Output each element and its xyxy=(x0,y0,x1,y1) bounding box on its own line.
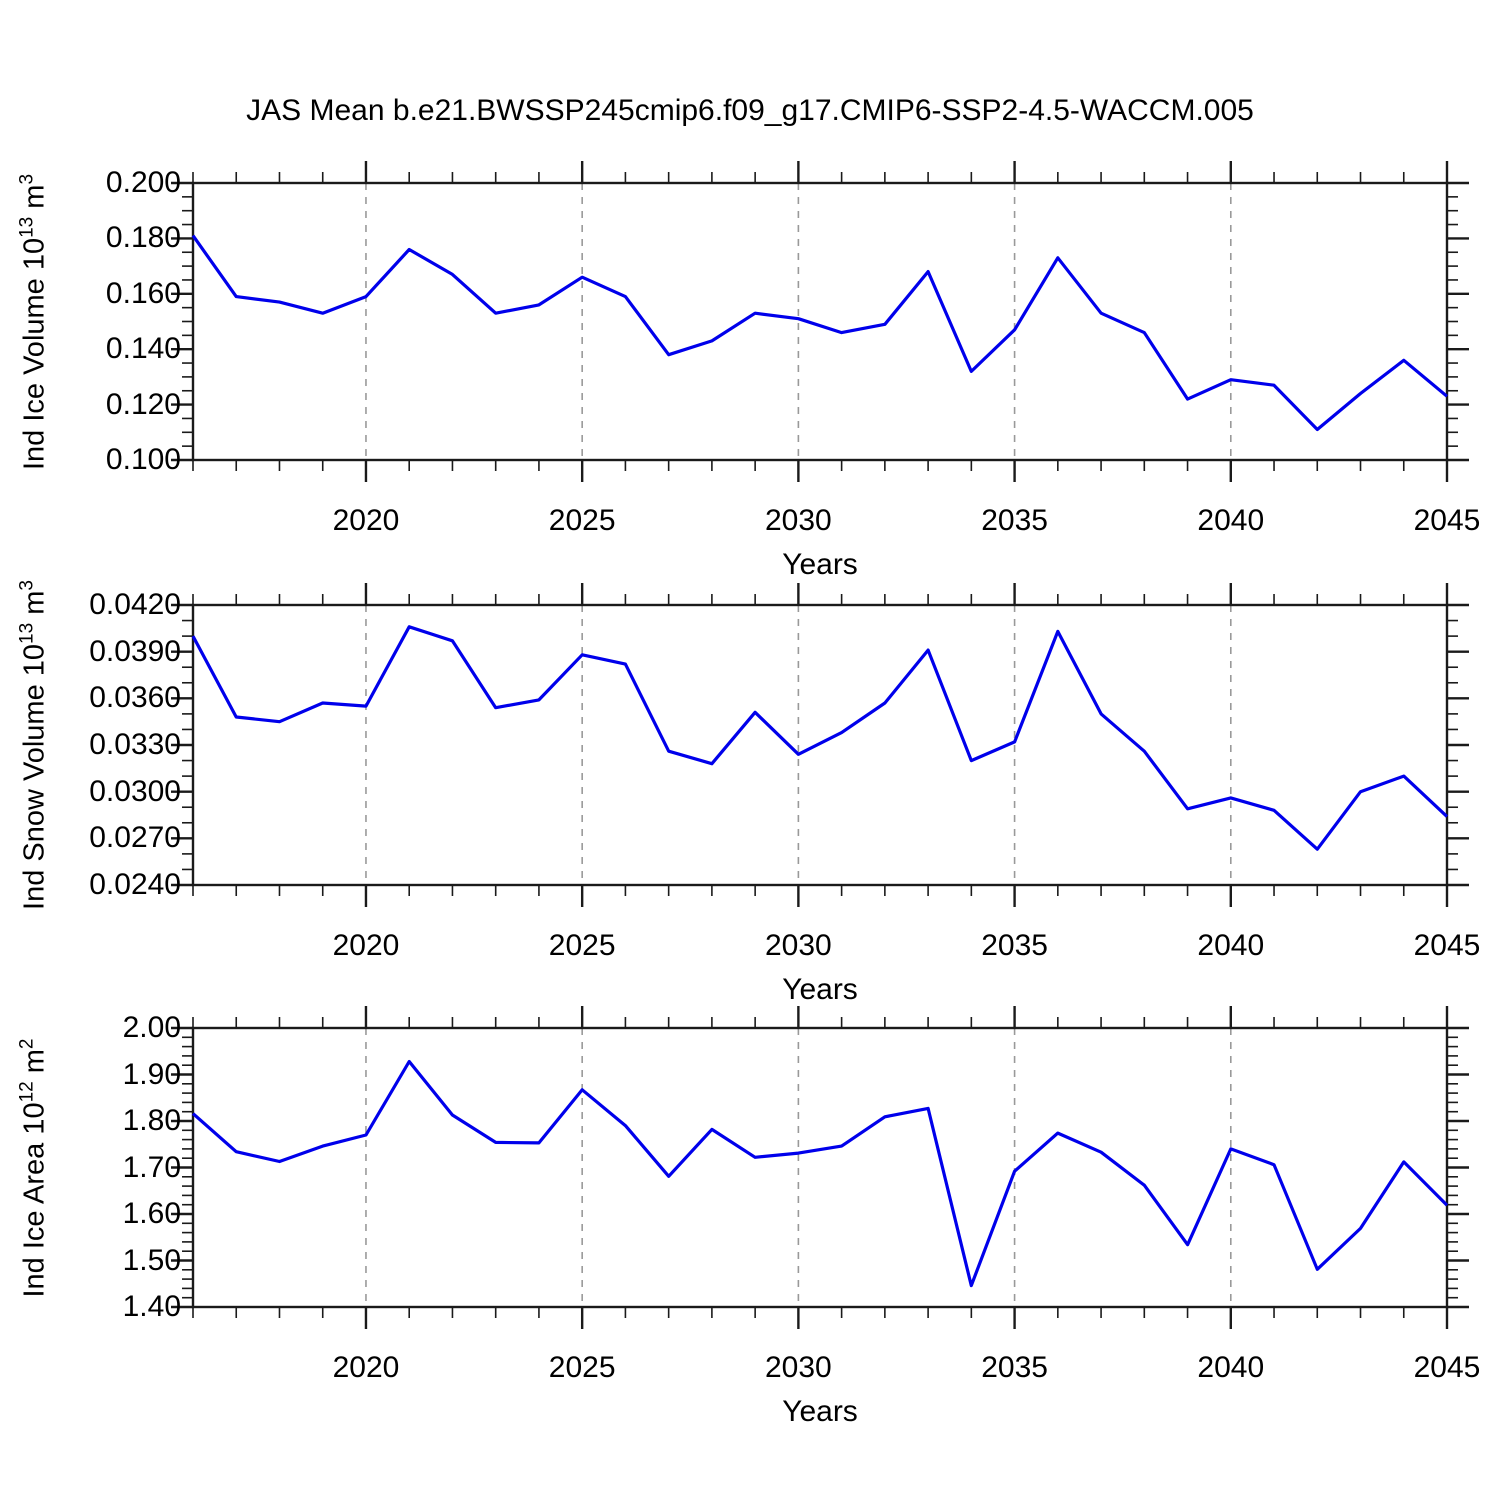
x-tick-label: 2025 xyxy=(548,929,616,962)
x-tick-label: 2040 xyxy=(1197,929,1265,962)
x-tick-label: 2020 xyxy=(332,504,400,537)
y-tick-label: 0.0300 xyxy=(89,774,181,808)
data-line-ind-ice-area xyxy=(191,1059,1449,1288)
x-axis-title: Years xyxy=(782,548,858,581)
x-axis-title: Years xyxy=(782,1395,858,1428)
x-tick-label: 2045 xyxy=(1413,1351,1481,1384)
y-tick-label: 0.200 xyxy=(105,166,181,199)
figure-title: JAS Mean b.e21.BWSSP245cmip6.f09_g17.CMI… xyxy=(246,94,1254,127)
x-tick-label: 2040 xyxy=(1197,504,1265,537)
x-tick-label: 2025 xyxy=(548,1351,616,1384)
y-tick-label: 2.00 xyxy=(122,1011,181,1044)
x-tick-label: 2035 xyxy=(981,504,1048,537)
y-tick-label: 0.0240 xyxy=(89,868,181,901)
y-axis-title-ind-ice-volume: Ind Ice Volume 1013 m3 xyxy=(16,173,51,470)
x-axis-title: Years xyxy=(782,973,858,1006)
y-tick-label: 0.0360 xyxy=(89,681,181,715)
y-tick-label: 0.0270 xyxy=(89,821,181,855)
y-tick-label: 0.0390 xyxy=(89,634,181,668)
x-tick-label: 2035 xyxy=(981,1351,1048,1384)
y-tick-label: 1.60 xyxy=(122,1197,181,1230)
y-axis-title-ind-snow-volume: Ind Snow Volume 1013 m3 xyxy=(16,580,51,910)
y-tick-label: 0.100 xyxy=(105,443,181,476)
y-tick-label: 0.120 xyxy=(105,387,181,421)
y-tick-label: 1.50 xyxy=(122,1243,181,1277)
y-tick-label: 1.90 xyxy=(122,1057,181,1091)
data-line-ind-snow-volume xyxy=(191,625,1449,851)
x-tick-label: 2040 xyxy=(1197,1351,1265,1384)
x-tick-label: 2035 xyxy=(981,929,1048,962)
y-tick-label: 0.160 xyxy=(105,276,181,310)
y-axis-title-ind-ice-area: Ind Ice Area 1012 m2 xyxy=(16,1037,51,1298)
x-tick-label: 2030 xyxy=(765,929,832,962)
y-tick-label: 1.70 xyxy=(122,1150,181,1184)
x-tick-label: 2030 xyxy=(765,504,832,537)
x-tick-label: 2025 xyxy=(548,504,616,537)
y-tick-label: 0.0330 xyxy=(89,728,181,761)
y-tick-label: 0.0420 xyxy=(89,588,181,621)
x-tick-label: 2045 xyxy=(1413,504,1481,537)
y-tick-label: 0.140 xyxy=(105,332,181,366)
y-tick-label: 1.40 xyxy=(122,1290,181,1323)
x-tick-label: 2030 xyxy=(765,1351,832,1384)
y-tick-label: 0.180 xyxy=(105,221,181,255)
x-tick-label: 2020 xyxy=(332,1351,400,1384)
y-tick-label: 1.80 xyxy=(122,1104,181,1137)
x-tick-label: 2045 xyxy=(1413,929,1481,962)
x-tick-label: 2020 xyxy=(332,929,400,962)
data-line-ind-ice-volume xyxy=(191,234,1449,432)
